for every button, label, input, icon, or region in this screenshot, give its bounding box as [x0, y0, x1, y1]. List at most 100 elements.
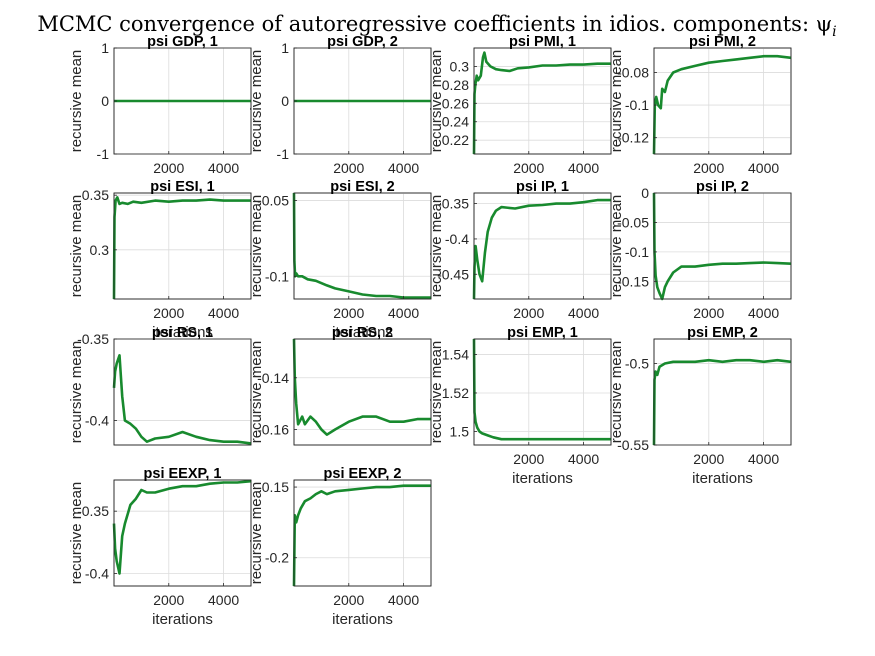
x-tick-label: 2000: [153, 305, 184, 321]
subplot-4: 2000 4000 0.3 0.35 psi ESI, 1 recursive mean i…: [68, 179, 252, 341]
plot-area: [653, 47, 792, 155]
x-tick-label: 2000: [513, 160, 544, 176]
y-tick-label: -0.4: [85, 566, 109, 582]
subplot-11: 2000 4000 -0.55 -0.5 psi EMP, 2 recursive mea…: [608, 325, 792, 487]
y-tick-label: 1.54: [442, 346, 469, 362]
x-axis-label: iterations: [332, 324, 393, 341]
subplot-5: 2000 4000 -0.1 -0.05 psi ESI, 2 recursive mea…: [248, 179, 432, 341]
series-line: [472, 51, 611, 155]
subplot-title: psi EEXP, 1: [144, 466, 222, 482]
y-tick-label: 1.52: [442, 385, 469, 401]
subplot-0: 2000 4000 -1 0 1 psi GDP, 1 recursive mean: [68, 34, 252, 176]
y-tick-label: -0.15: [617, 273, 649, 289]
y-tick-label: 0.28: [442, 77, 469, 93]
x-tick-label: 4000: [388, 160, 419, 176]
plot-area: [113, 338, 252, 446]
plot-frame: [293, 192, 432, 300]
x-tick-label: 4000: [568, 160, 599, 176]
subplot-7: 2000 4000 -0.15 -0.1 -0.05 0 psi IP, 2 recursiv…: [608, 179, 792, 321]
subplot-title: psi EMP, 1: [507, 325, 578, 341]
x-tick-label: 4000: [748, 451, 779, 467]
y-tick-label: -0.16: [257, 421, 289, 437]
series-line: [292, 338, 431, 437]
plot-frame: [473, 338, 612, 446]
x-tick-label: 4000: [388, 592, 419, 608]
subplot-title: psi EMP, 2: [687, 325, 758, 341]
series-line: [292, 192, 431, 299]
y-tick-label: 0.35: [82, 187, 109, 203]
plot-frame: [473, 192, 612, 300]
y-tick-label: 0: [641, 185, 649, 201]
y-tick-label: 0.3: [90, 242, 110, 258]
subplot-title: psi EEXP, 2: [324, 466, 402, 482]
y-tick-label: 0.26: [442, 95, 469, 111]
y-tick-label: -0.1: [625, 244, 649, 260]
y-tick-label: 1: [101, 40, 109, 56]
plot-area: [113, 192, 252, 300]
subplot-10: 2000 4000 1.5 1.52 1.54 psi EMP, 1 recursive m…: [428, 325, 612, 487]
x-axis-label: iterations: [332, 611, 393, 628]
y-axis-label: recursive mean: [248, 50, 265, 153]
y-tick-label: -0.35: [437, 196, 469, 212]
y-axis-label: recursive mean: [68, 482, 85, 585]
y-tick-label: -0.12: [617, 130, 649, 146]
x-tick-label: 4000: [208, 305, 239, 321]
y-tick-label: -0.14: [257, 370, 289, 386]
plot-frame: [293, 338, 432, 446]
y-tick-label: -0.05: [617, 214, 649, 230]
y-tick-label: -0.15: [257, 479, 289, 495]
plot-frame: [653, 338, 792, 446]
x-axis-label: iterations: [512, 470, 573, 487]
y-axis-label: recursive mean: [608, 341, 625, 444]
subplot-title: psi ESI, 1: [150, 179, 214, 195]
x-tick-label: 2000: [513, 451, 544, 467]
subplot-title: psi RS, 1: [152, 325, 213, 341]
plot-area: [113, 479, 252, 587]
subplot-12: 2000 4000 -0.4 -0.35 psi EEXP, 1 recursive me…: [68, 466, 252, 628]
x-axis-label: iterations: [152, 324, 213, 341]
x-axis-label: iterations: [692, 470, 753, 487]
y-tick-label: -0.35: [77, 331, 109, 347]
y-axis-label: recursive mean: [428, 195, 445, 298]
x-tick-label: 2000: [693, 451, 724, 467]
plot-frame: [113, 192, 252, 300]
y-tick-label: 0.3: [450, 58, 470, 74]
y-tick-label: -0.55: [617, 437, 649, 453]
y-axis-label: recursive mean: [428, 341, 445, 444]
x-tick-label: 2000: [333, 305, 364, 321]
subplot-1: 2000 4000 -1 0 1 psi GDP, 2 recursive mean: [248, 34, 432, 176]
y-tick-label: -0.4: [85, 413, 109, 429]
y-axis-label: recursive mean: [68, 341, 85, 444]
plot-area: [653, 192, 792, 300]
series-line: [652, 54, 792, 155]
series-line: [112, 353, 252, 445]
y-tick-label: 0: [281, 93, 289, 109]
plot-frame: [113, 338, 252, 446]
series-line: [292, 484, 431, 587]
subplot-8: -0.4 -0.35 psi RS, 1 recursive mean: [68, 325, 252, 446]
plot-frame: [113, 479, 252, 587]
y-axis-label: recursive mean: [428, 50, 445, 153]
x-tick-label: 2000: [513, 305, 544, 321]
x-tick-label: 4000: [748, 160, 779, 176]
plot-frame: [293, 479, 432, 587]
subplot-title: psi IP, 2: [696, 179, 749, 195]
x-tick-label: 4000: [388, 305, 419, 321]
y-tick-label: 1.5: [450, 424, 470, 440]
plot-area: [653, 338, 792, 446]
x-tick-label: 2000: [693, 305, 724, 321]
subplot-title: psi RS, 2: [332, 325, 393, 341]
y-tick-label: 1: [281, 40, 289, 56]
series-line: [472, 198, 611, 300]
y-tick-label: -0.4: [445, 231, 469, 247]
y-axis-label: recursive mean: [248, 341, 265, 444]
plot-area: [293, 479, 432, 587]
x-tick-label: 2000: [153, 592, 184, 608]
x-tick-label: 2000: [693, 160, 724, 176]
series-line: [112, 479, 252, 575]
series-line: [112, 196, 251, 300]
figure-title: MCMC convergence of autoregressive coeff…: [37, 12, 836, 40]
series-line: [472, 338, 611, 441]
